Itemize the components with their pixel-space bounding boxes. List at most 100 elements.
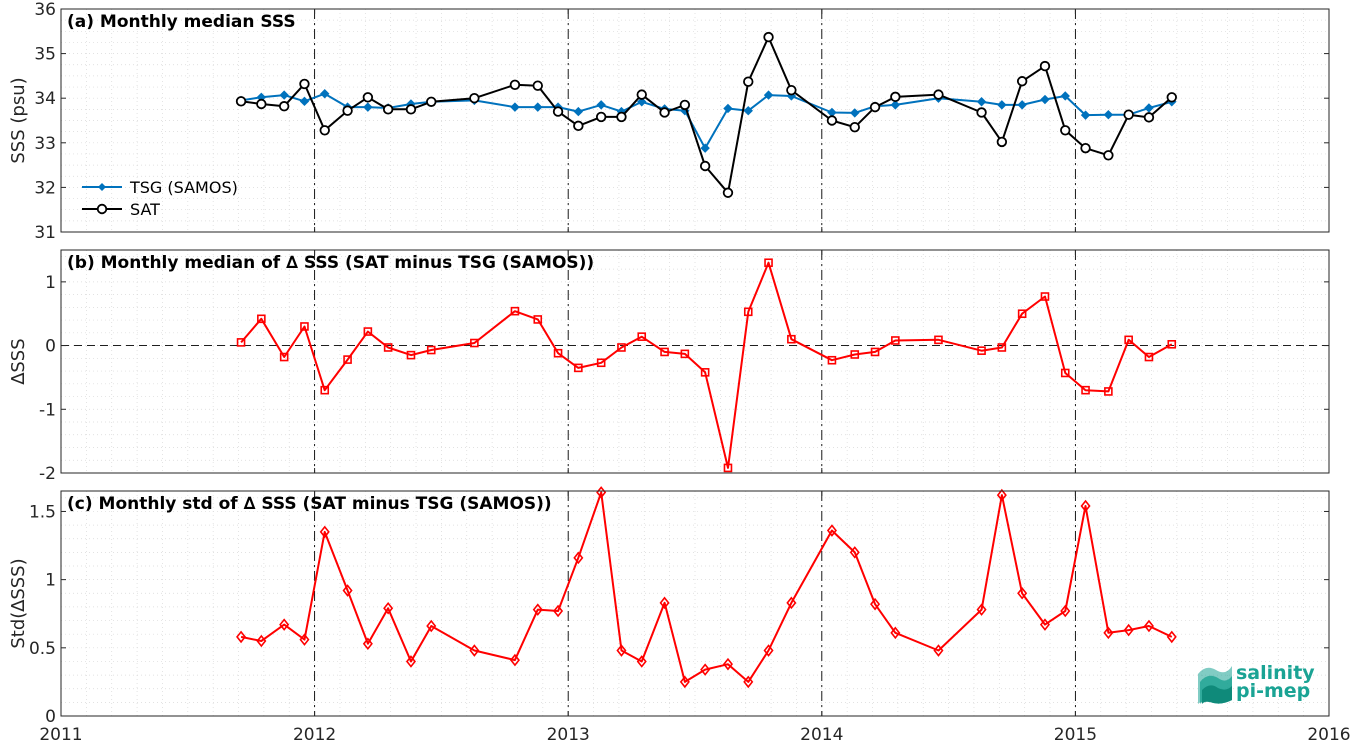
x-tick-label: 2012 (293, 725, 336, 745)
data-point (405, 104, 417, 115)
data-point (786, 596, 797, 610)
data-point (362, 92, 374, 103)
data-point (256, 634, 267, 648)
data-point (1016, 76, 1028, 87)
data-point (636, 89, 647, 100)
panel-title: (b) Monthly median of ∆ SSS (SAT minus T… (67, 253, 594, 273)
data-point (890, 626, 901, 640)
data-point (976, 107, 987, 118)
data-point (319, 525, 330, 539)
data-point (363, 327, 373, 336)
data-point (279, 90, 289, 100)
data-point (997, 100, 1007, 110)
data-point (1081, 385, 1090, 395)
data-point (826, 524, 837, 537)
series-delta-sss (236, 486, 1177, 689)
data-point (1166, 92, 1177, 103)
data-point (1080, 142, 1091, 154)
data-point (257, 314, 266, 324)
logo-line-2: pi-mep (1236, 680, 1310, 702)
data-point (383, 343, 393, 352)
y-tick-label: 0.5 (29, 639, 56, 659)
data-point (763, 644, 774, 657)
y-tick-label: 36 (34, 0, 56, 20)
data-point (679, 675, 690, 689)
y-tick-label: 0 (45, 337, 56, 357)
data-point (299, 96, 310, 107)
data-point (850, 350, 860, 359)
data-point (363, 102, 373, 112)
data-point (362, 637, 373, 651)
data-point (722, 657, 733, 671)
data-point (1060, 604, 1071, 618)
series-line (240, 92, 1173, 150)
data-point (700, 663, 711, 676)
data-point (278, 101, 290, 112)
series-line (240, 36, 1173, 194)
data-point (763, 90, 774, 100)
y-tick-label: 1.5 (29, 502, 56, 522)
data-point (659, 107, 670, 118)
data-point (1143, 619, 1154, 633)
data-point (723, 463, 733, 473)
data-point (595, 111, 607, 123)
axes-frame (60, 249, 1330, 474)
data-point (1060, 125, 1071, 136)
data-point (827, 355, 837, 365)
data-point (574, 363, 583, 373)
x-tick-label: 2013 (547, 725, 590, 745)
data-point (743, 675, 754, 689)
data-point (256, 98, 267, 110)
data-point (1080, 110, 1091, 120)
y-tick-label: -2 (39, 464, 56, 484)
data-point (236, 630, 247, 644)
data-point (510, 306, 520, 316)
data-point (470, 338, 479, 348)
data-point (596, 100, 606, 110)
axes-frame (60, 8, 1330, 233)
data-point (469, 644, 480, 657)
x-tick-label: 2015 (1054, 725, 1097, 745)
data-point (553, 604, 564, 618)
data-point (532, 80, 543, 91)
data-point (722, 187, 734, 198)
data-point (1124, 335, 1133, 345)
data-point (1103, 150, 1114, 161)
data-point (870, 347, 880, 357)
data-point (700, 143, 710, 153)
data-point (1103, 109, 1114, 120)
plot-area (61, 250, 1329, 473)
data-point (299, 633, 310, 646)
data-point (616, 644, 627, 657)
panel-c: 0 0.5 1 1.5 Std(∆SSS) (c) Monthly std of ∆ SS… (8, 486, 1330, 727)
data-point (343, 355, 352, 364)
data-point (1167, 339, 1177, 349)
data-point (406, 350, 416, 360)
data-point (786, 84, 797, 96)
data-point (764, 258, 773, 268)
data-point (532, 603, 543, 616)
series-delta-sss (236, 258, 1177, 473)
data-point (1103, 626, 1114, 640)
logo-line-1: salinity (1236, 662, 1315, 684)
axes-frame (60, 490, 1330, 717)
data-point (637, 97, 647, 107)
y-tick-label: 33 (34, 134, 56, 154)
x-tick-label: 2014 (800, 725, 843, 745)
data-point (976, 97, 987, 107)
y-tick-label: 1 (45, 273, 56, 293)
data-point (1060, 368, 1070, 378)
panel-title: (c) Monthly std of ∆ SSS (SAT minus TSG … (67, 494, 552, 514)
data-point (342, 584, 353, 597)
data-point (320, 89, 330, 99)
data-point (1017, 586, 1028, 600)
legend-label: TSG (SAMOS) (129, 178, 238, 197)
data-point (1143, 112, 1155, 123)
data-point (1039, 618, 1050, 631)
data-point (617, 343, 626, 352)
y-tick-label: 0 (45, 707, 56, 727)
legend-marker (96, 203, 108, 215)
data-point (977, 346, 986, 355)
legend: TSG (SAMOS) SAT (82, 178, 238, 219)
series-line (240, 491, 1173, 683)
